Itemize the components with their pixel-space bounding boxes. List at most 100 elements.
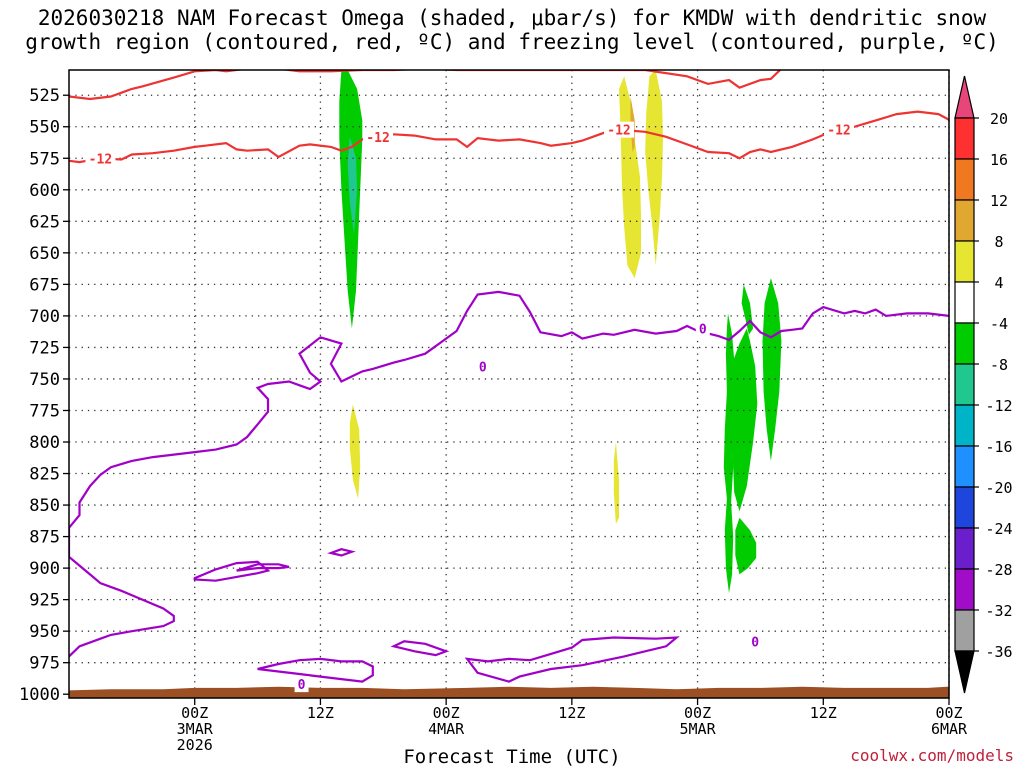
colorbar: 20 16 12 8 4 -4 -8 -12 -16 -20 -24 -28 -32 -36 <box>954 75 1013 694</box>
dgz-contour-label-0: -12 <box>89 152 112 167</box>
colorbar-bin-11 <box>954 568 975 611</box>
x-tick-label-48-0: 00Z <box>684 704 711 722</box>
x-tick-label-72-1: 6MAR <box>931 720 968 738</box>
dgz-label-bg-0 <box>85 150 116 167</box>
freezing-level-closed-contour-3 <box>257 657 374 683</box>
terrain-layer <box>69 686 949 698</box>
colorbar-bin-12 <box>954 609 975 652</box>
y-tick-label-725: 725 <box>29 338 60 358</box>
omega-shade-6 <box>613 442 619 524</box>
y-tick-label-875: 875 <box>29 528 60 548</box>
colorbar-label-6: -8 <box>990 356 1008 374</box>
x-axis-title: Forecast Time (UTC) <box>403 746 621 768</box>
x-tick-label-12-0: 12Z <box>307 704 334 722</box>
colorbar-bin-8 <box>954 445 975 488</box>
y-tick-label-1000: 1000 <box>19 685 60 705</box>
dgz-contour-main <box>69 110 949 164</box>
colorbar-bin-4 <box>954 281 975 324</box>
freezing-contour-label-3: 0 <box>699 323 707 338</box>
colorbar-bin-6 <box>954 363 975 406</box>
colorbar-label-11: -28 <box>985 561 1012 579</box>
freezing-level-contour <box>69 290 949 658</box>
x-tick-label-0-2: 2026 <box>177 736 213 754</box>
colorbar-top-arrow <box>954 75 975 119</box>
omega-shade-3 <box>645 70 663 266</box>
colorbar-label-0: 20 <box>990 110 1008 128</box>
freezing-contour-label-0: 0 <box>298 678 306 693</box>
freezing-level-closed-contour-4 <box>390 640 450 657</box>
y-tick-label-950: 950 <box>29 622 60 642</box>
y-tick-label-525: 525 <box>29 86 60 106</box>
dgz-contour-label-3: -12 <box>827 124 850 139</box>
y-tick-label-750: 750 <box>29 370 60 390</box>
y-tick-label-850: 850 <box>29 496 60 516</box>
y-tick-label-925: 925 <box>29 591 60 611</box>
dgz-contour-upper-0 <box>69 70 782 101</box>
x-tick-label-24-1: 4MAR <box>428 720 465 738</box>
x-tick-label-48-1: 5MAR <box>680 720 717 738</box>
freezing-contour-label-2: 0 <box>479 360 487 375</box>
freezing-label-bg-5 <box>1000 300 1014 316</box>
dgz-label-bg-2 <box>604 121 634 138</box>
freezing-level-closed-contour-1 <box>236 563 290 572</box>
y-tick-label-975: 975 <box>29 654 60 674</box>
plot-frame <box>68 69 950 699</box>
x-tick-label-60-0: 12Z <box>810 704 837 722</box>
y-tick-label-625: 625 <box>29 212 60 232</box>
colorbar-bin-9 <box>954 486 975 529</box>
colorbar-bin-2 <box>954 199 975 242</box>
gridlines-layer <box>69 70 950 698</box>
x-tick-label-24-0: 00Z <box>433 704 460 722</box>
omega-shading-layer <box>339 70 782 594</box>
dgz-label-bg-1 <box>363 129 394 146</box>
y-tick-label-675: 675 <box>29 275 60 295</box>
y-tick-label-550: 550 <box>29 118 60 138</box>
omega-shade-2 <box>619 76 641 279</box>
chart-title-line-1: 2026030218 NAM Forecast Omega (shaded, μ… <box>37 6 987 30</box>
chart-title-line-2: growth region (contoured, red, ºC) and f… <box>25 30 999 54</box>
colorbar-label-8: -16 <box>985 438 1012 456</box>
colorbar-label-12: -32 <box>985 602 1012 620</box>
colorbar-bin-7 <box>954 404 975 447</box>
y-tick-label-900: 900 <box>29 559 60 579</box>
dgz-label-bg-3 <box>824 121 854 138</box>
site-credit: coolwx.com/models <box>850 746 1014 765</box>
colorbar-label-10: -24 <box>985 520 1012 538</box>
freezing-label-bg-3 <box>695 320 710 337</box>
freezing-contour-label-1: 0 <box>60 595 68 610</box>
freezing-label-bg-4 <box>748 633 763 650</box>
colorbar-label-13: -36 <box>985 643 1012 661</box>
colorbar-label-4: 4 <box>994 274 1003 292</box>
colorbar-bin-10 <box>954 527 975 570</box>
dgz-contour-label-2: -12 <box>607 124 630 139</box>
colorbar-bin-1 <box>954 158 975 201</box>
colorbar-label-9: -20 <box>985 479 1012 497</box>
omega-shade-11 <box>762 278 782 461</box>
freezing-level-closed-contour-0 <box>193 560 271 582</box>
freezing-label-bg-1 <box>69 592 71 609</box>
colorbar-bin-0 <box>954 117 975 160</box>
y-tick-label-600: 600 <box>29 181 60 201</box>
freezing-level-closed-contour-2 <box>327 548 356 557</box>
terrain <box>69 686 949 698</box>
y-tick-label-825: 825 <box>29 465 60 485</box>
omega-shade-8 <box>731 328 758 512</box>
y-tick-label-775: 775 <box>29 401 60 421</box>
y-tick-label-700: 700 <box>29 307 60 327</box>
dgz-contour-label-1: -12 <box>366 131 389 146</box>
x-tick-label-0-0: 00Z <box>181 704 208 722</box>
omega-shade-5 <box>349 404 361 499</box>
colorbar-label-7: -12 <box>985 397 1012 415</box>
x-tick-label-72-0: 00Z <box>935 704 962 722</box>
freezing-label-bg-0 <box>294 676 309 693</box>
x-tick-label-0-1: 3MAR <box>177 720 214 738</box>
y-tick-label-800: 800 <box>29 433 60 453</box>
omega-shade-9 <box>735 517 757 575</box>
y-axis: 525 550 575 600 625 650 675 700 725 750 775 800 825 8… <box>19 86 69 705</box>
colorbar-bin-5 <box>954 322 975 365</box>
x-tick-label-36-0: 12Z <box>558 704 585 722</box>
chart-title: 2026030218 NAM Forecast Omega (shaded, μ… <box>0 6 1024 54</box>
